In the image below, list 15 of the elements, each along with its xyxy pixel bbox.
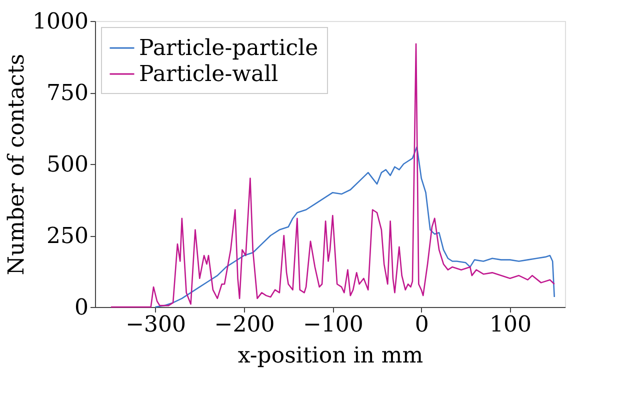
x-tick-label: 0 xyxy=(414,312,429,338)
x-tick-label: −100 xyxy=(302,312,364,338)
y-tick-label: 1000 xyxy=(32,10,88,34)
x-tick-label: −200 xyxy=(214,312,275,338)
y-tick-label: 500 xyxy=(46,152,88,178)
legend-label: Particle-particle xyxy=(139,36,318,61)
x-tick-label: 100 xyxy=(490,312,532,338)
legend-label: Particle-wall xyxy=(139,62,278,87)
y-axis-title: Number of contacts xyxy=(4,54,30,276)
y-tick-label: 0 xyxy=(74,296,88,320)
y-tick-label: 750 xyxy=(46,81,88,106)
line-series xyxy=(154,146,556,308)
x-tick-label: −300 xyxy=(126,312,186,338)
x-axis-title: x-position in mm xyxy=(238,344,424,368)
y-tick-label: 250 xyxy=(46,224,88,249)
